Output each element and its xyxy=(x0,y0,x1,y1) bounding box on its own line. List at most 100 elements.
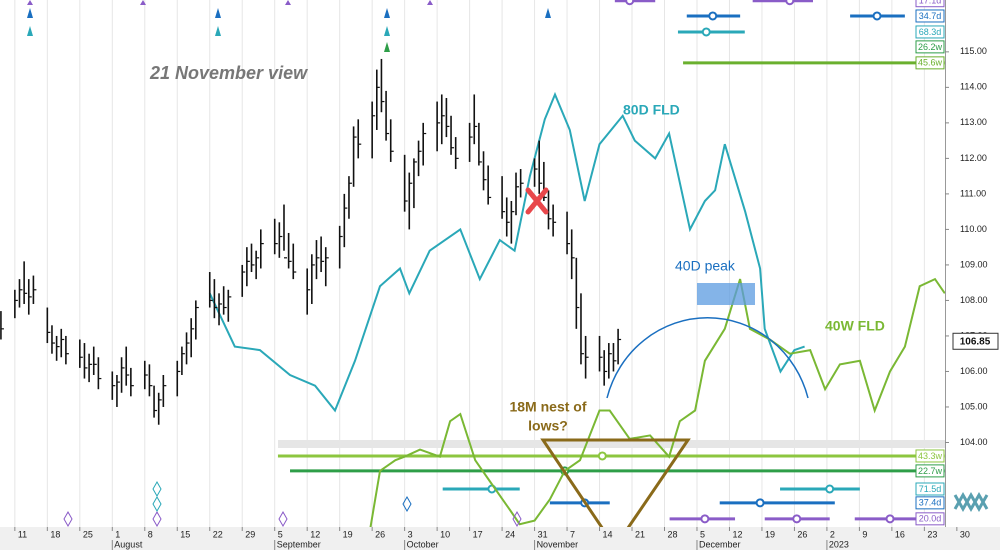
x-tick-label: 10 xyxy=(440,529,450,539)
x-tick-label: 1 xyxy=(115,529,120,539)
month-label: September xyxy=(277,539,321,549)
marker xyxy=(140,0,146,5)
diamond xyxy=(63,510,522,528)
marker xyxy=(285,0,291,5)
x-tick-label: 29 xyxy=(245,529,255,539)
marker xyxy=(27,8,33,18)
axes: 11 18 25 1 8 15 22 29 5 12 19 26 3 10 17 24 31 7 14 21 28 5 12… xyxy=(14,46,999,550)
level-point xyxy=(701,27,711,37)
x-tick-label: 9 xyxy=(862,529,867,539)
level-point xyxy=(872,11,882,21)
level-tag xyxy=(915,464,945,478)
x-tick-label: 26 xyxy=(375,529,385,539)
x-tick-label: 23 xyxy=(927,529,937,539)
diamond xyxy=(152,480,162,513)
month-label: August xyxy=(114,539,143,549)
peak-arc xyxy=(606,317,809,399)
diamond xyxy=(402,495,412,513)
level-point xyxy=(597,451,607,461)
level-point xyxy=(885,514,895,524)
x-tick-label: 31 xyxy=(538,529,548,539)
last-price-label: 106.85 xyxy=(960,336,991,347)
y-tick-label: 114.00 xyxy=(960,82,987,92)
level-label: 17.1d xyxy=(919,0,942,6)
level-point xyxy=(700,514,710,524)
y-tick-label: 111.00 xyxy=(960,188,986,198)
month-label: December xyxy=(699,539,741,549)
y-tick-label: 115.00 xyxy=(960,46,987,56)
levels: 17.1d 34.7d 68.3d 26.2w 45.6w 43.3w 22.7w 71.5d… xyxy=(277,0,945,526)
level-tag xyxy=(915,9,945,23)
fld-line xyxy=(368,277,946,532)
y-tick-label: 104.00 xyxy=(960,437,988,447)
annotation: 40W FLD xyxy=(825,318,885,334)
logo xyxy=(953,491,989,513)
marker xyxy=(27,0,33,5)
level-tag xyxy=(915,496,945,510)
x-mark xyxy=(525,187,549,215)
level-label: 20.0d xyxy=(919,514,942,524)
level-point xyxy=(625,0,635,6)
level-label: 68.3d xyxy=(919,27,942,37)
x-tick-label: 15 xyxy=(180,529,190,539)
x-tick-label: 2 xyxy=(830,529,835,539)
lines xyxy=(208,91,946,532)
marker xyxy=(215,26,221,36)
level-tag xyxy=(915,56,945,70)
level-label: 37.4d xyxy=(919,498,942,508)
x-tick-label: 17 xyxy=(473,529,483,539)
annotation: lows? xyxy=(528,418,568,434)
x-tick-label: 28 xyxy=(668,529,678,539)
annotation: 40D peak xyxy=(675,258,736,274)
month-label: 2023 xyxy=(829,539,849,549)
x-tick-label: 30 xyxy=(960,529,970,539)
marker xyxy=(384,8,390,18)
band xyxy=(278,440,945,448)
bars xyxy=(0,58,622,425)
level-tag xyxy=(915,449,945,463)
marker xyxy=(427,0,433,5)
x-tick-label: 7 xyxy=(570,529,575,539)
month-label: November xyxy=(537,539,579,549)
cycle-symbols xyxy=(27,0,551,528)
level-point xyxy=(785,0,795,6)
marker xyxy=(545,8,551,18)
x-tick-label: 22 xyxy=(213,529,223,539)
nest-triangle xyxy=(540,438,691,550)
x-tick-label: 19 xyxy=(343,529,353,539)
level-point xyxy=(792,514,802,524)
fld-line xyxy=(208,91,805,413)
annotation: 18M nest of xyxy=(509,399,586,415)
level-label: 71.5d xyxy=(919,484,942,494)
x-tick-label: 26 xyxy=(797,529,807,539)
level-point xyxy=(755,498,765,508)
x-tick-label: 21 xyxy=(635,529,645,539)
peak-zone xyxy=(697,283,755,305)
x-axis xyxy=(0,527,1000,550)
marker xyxy=(215,8,221,18)
level-point xyxy=(825,484,835,494)
x-tick-label: 5 xyxy=(278,529,283,539)
annotation: 80D FLD xyxy=(623,102,680,118)
x-tick-label: 24 xyxy=(505,529,515,539)
level-tag xyxy=(915,0,945,8)
level-point xyxy=(708,11,718,21)
x-tick-label: 8 xyxy=(148,529,153,539)
y-tick-label: 109.00 xyxy=(960,259,988,269)
level-label: 34.7d xyxy=(919,11,942,21)
logo-mark xyxy=(953,491,989,513)
marker xyxy=(27,26,33,36)
level-tag xyxy=(915,40,945,54)
x-tick-label: 11 xyxy=(18,529,27,539)
annotation: 21 November view xyxy=(149,63,308,83)
level-label: 26.2w xyxy=(918,42,943,52)
x-tick-label: 19 xyxy=(765,529,775,539)
level-tag xyxy=(915,482,945,496)
x-tick-label: 12 xyxy=(310,529,320,539)
x-tick-label: 25 xyxy=(83,529,93,539)
marker xyxy=(384,26,390,36)
y-tick-label: 106.00 xyxy=(960,366,988,376)
month-label: October xyxy=(407,539,439,549)
